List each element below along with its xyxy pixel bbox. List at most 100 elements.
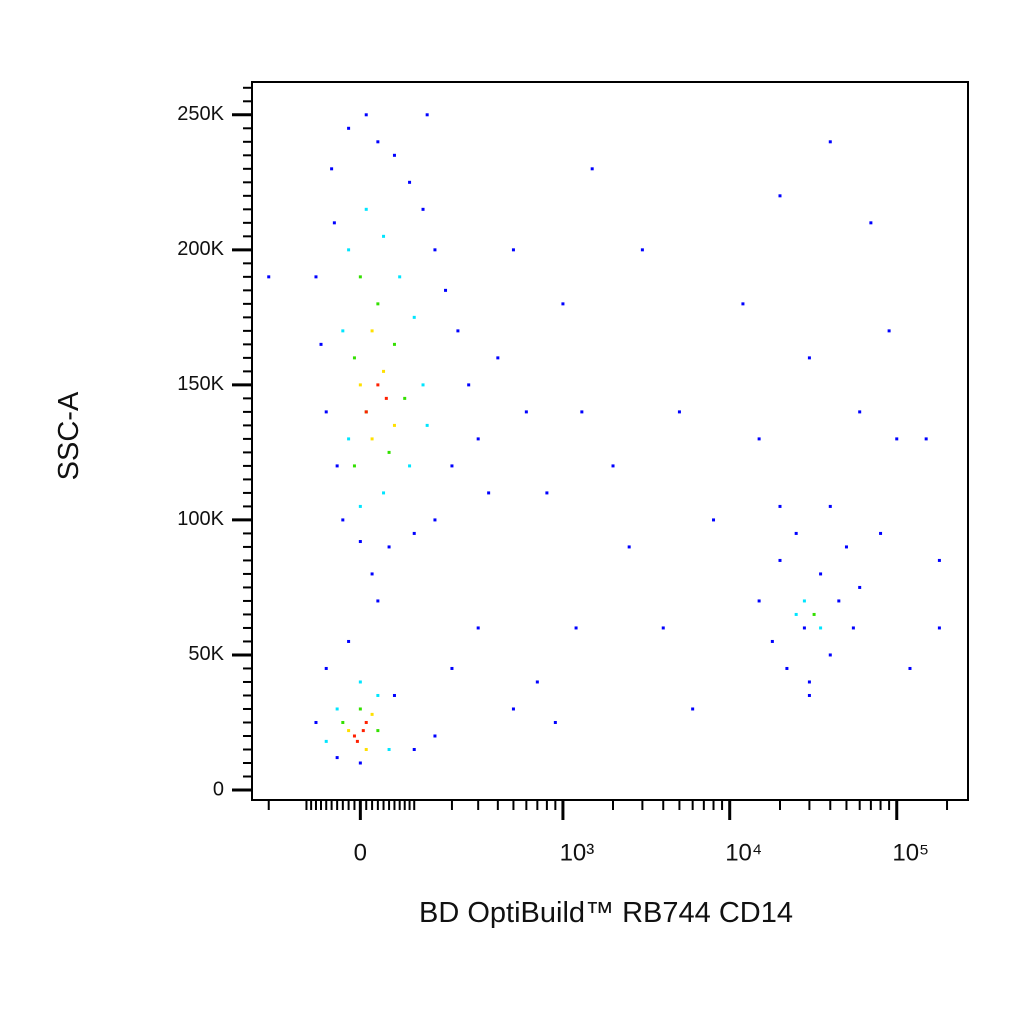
point [347,126,351,130]
point [364,113,368,117]
point [444,288,448,292]
point [802,599,806,603]
point [421,207,425,211]
point [433,734,437,738]
point [341,329,345,333]
point [341,518,345,522]
point [828,504,832,508]
point [807,680,811,684]
point [535,680,539,684]
point [387,450,391,454]
point [347,437,351,441]
point [358,680,362,684]
point [376,302,380,306]
point [352,464,356,468]
point [335,756,339,760]
point [851,626,855,630]
point [324,666,328,670]
point [347,729,351,733]
point [358,707,362,711]
point [341,720,345,724]
point [611,464,615,468]
y-tick-label: 100K [177,508,224,530]
point [770,639,774,643]
point [376,383,380,387]
point [887,329,891,333]
point [467,383,471,387]
point [794,612,798,616]
point [937,626,941,630]
point [778,504,782,508]
point [807,356,811,360]
point [358,540,362,544]
point [627,545,631,549]
point [802,626,806,630]
point [828,653,832,657]
y-tick-label: 150K [177,373,224,395]
point [412,747,416,751]
point [858,585,862,589]
point [324,410,328,414]
point [425,113,429,117]
point [370,572,374,576]
point [421,383,425,387]
point [358,504,362,508]
point [879,531,883,535]
point [412,315,416,319]
point [332,221,336,225]
point [807,693,811,697]
point [376,693,380,697]
point [408,464,412,468]
y-tick-label: 250K [177,103,224,125]
point [812,612,816,616]
point [392,693,396,697]
point [392,342,396,346]
point [408,180,412,184]
point [794,531,798,535]
point [267,275,271,279]
point [376,599,380,603]
point [361,729,365,733]
point [384,396,388,400]
point [355,739,359,743]
point [352,734,356,738]
point [352,356,356,360]
point [561,302,565,306]
point [364,410,368,414]
point [837,599,841,603]
point [376,140,380,144]
point [545,491,549,495]
point [511,248,515,252]
point [358,761,362,765]
point [828,140,832,144]
point [370,712,374,716]
point [314,720,318,724]
point [364,747,368,751]
point [358,275,362,279]
point [364,720,368,724]
point [382,234,386,238]
point [358,383,362,387]
point [387,545,391,549]
x-tick-label: 10⁴ [725,839,762,866]
x-tick-label: 10³ [560,839,595,866]
point [335,707,339,711]
point [382,369,386,373]
y-axis-title: SSC-A [53,391,85,480]
point [319,342,323,346]
point [937,558,941,562]
point [425,423,429,427]
point [778,558,782,562]
point [757,599,761,603]
point [924,437,928,441]
point [387,747,391,751]
point [376,729,380,733]
point [580,410,584,414]
point [844,545,848,549]
point [691,707,695,711]
point [661,626,665,630]
point [819,572,823,576]
point [858,410,862,414]
point [370,329,374,333]
